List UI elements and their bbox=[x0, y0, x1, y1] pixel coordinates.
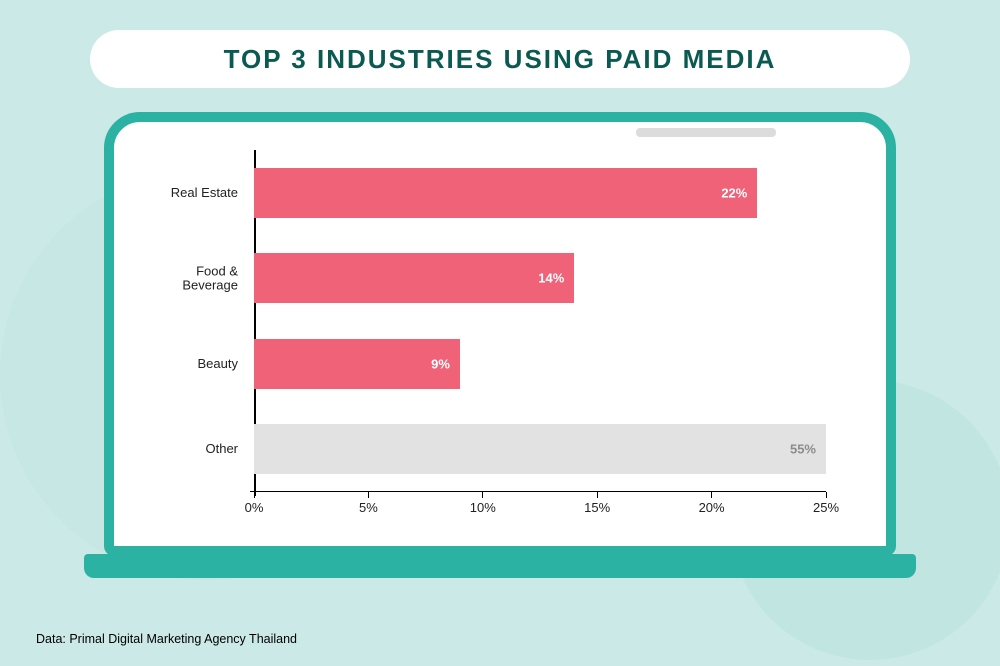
title-pill: TOP 3 INDUSTRIES USING PAID MEDIA bbox=[90, 30, 910, 88]
bar-value-label: 55% bbox=[790, 442, 816, 457]
x-axis bbox=[250, 491, 826, 493]
x-tick bbox=[368, 492, 369, 498]
bar: 55% bbox=[254, 424, 826, 474]
x-tick bbox=[711, 492, 712, 498]
x-tick-label: 20% bbox=[699, 500, 725, 515]
plot-area: 0%5%10%15%20%25%22%14%9%55% bbox=[254, 150, 826, 492]
x-tick-label: 25% bbox=[813, 500, 839, 515]
y-axis-label: Beauty bbox=[198, 357, 238, 371]
x-tick bbox=[826, 492, 827, 498]
bar-value-label: 14% bbox=[538, 271, 564, 286]
laptop-screen-frame: Real Estate Food & Beverage Beauty Other 0%… bbox=[104, 112, 896, 556]
y-axis-label: Food & Beverage bbox=[182, 265, 238, 292]
x-tick bbox=[482, 492, 483, 498]
x-tick-label: 15% bbox=[584, 500, 610, 515]
bar: 9% bbox=[254, 339, 460, 389]
x-tick-label: 0% bbox=[245, 500, 264, 515]
bar: 14% bbox=[254, 253, 574, 303]
bar-value-label: 22% bbox=[721, 185, 747, 200]
y-axis-label: Real Estate bbox=[171, 186, 238, 200]
x-tick bbox=[254, 492, 255, 498]
laptop-illustration: Real Estate Food & Beverage Beauty Other 0%… bbox=[84, 112, 916, 578]
data-source: Data: Primal Digital Marketing Agency Th… bbox=[36, 632, 297, 646]
x-tick-label: 5% bbox=[359, 500, 378, 515]
y-axis-labels: Real Estate Food & Beverage Beauty Other bbox=[142, 150, 246, 492]
x-tick bbox=[597, 492, 598, 498]
bar-value-label: 9% bbox=[431, 356, 450, 371]
page-title: TOP 3 INDUSTRIES USING PAID MEDIA bbox=[224, 44, 777, 75]
bar: 22% bbox=[254, 168, 757, 218]
industries-bar-chart: Real Estate Food & Beverage Beauty Other 0%… bbox=[142, 150, 858, 530]
laptop-paper-edge bbox=[114, 122, 886, 136]
laptop-base bbox=[84, 554, 916, 578]
chart-container: Real Estate Food & Beverage Beauty Other 0%… bbox=[142, 140, 858, 538]
y-axis-label: Other bbox=[205, 442, 238, 456]
x-tick-label: 10% bbox=[470, 500, 496, 515]
